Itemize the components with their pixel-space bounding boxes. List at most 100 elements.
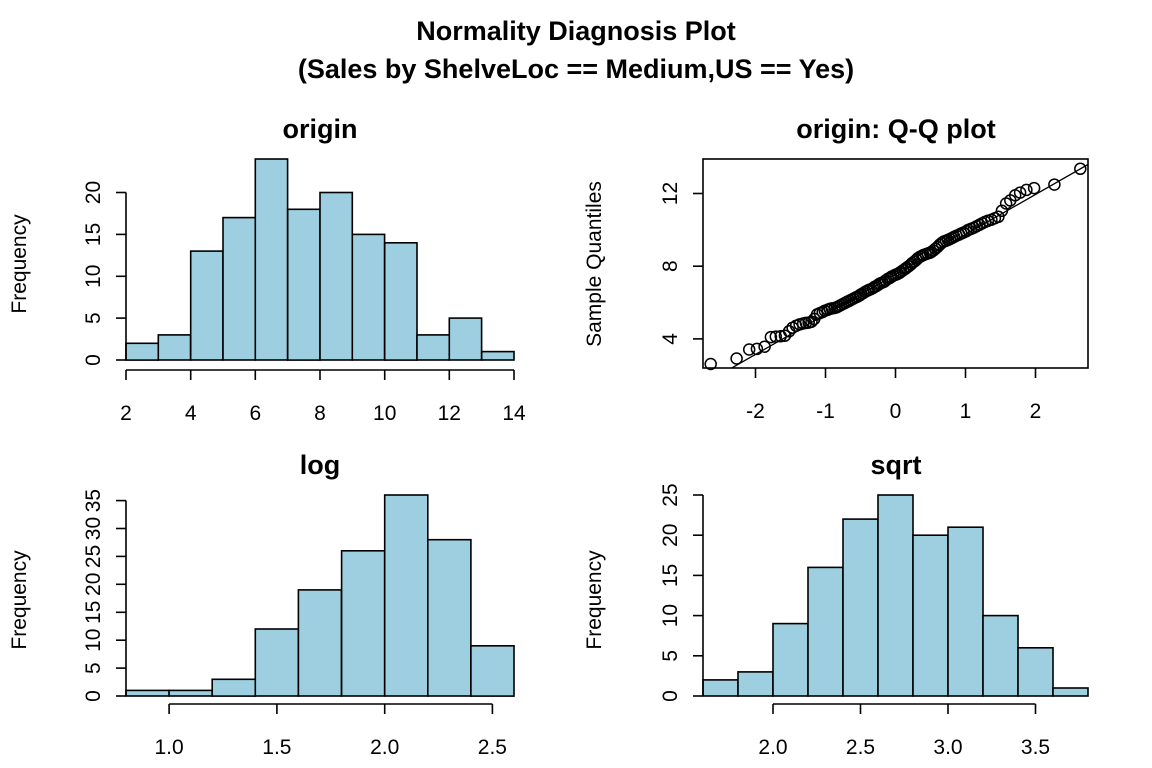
qq-point: [995, 204, 1009, 218]
y-tick-label: 0: [82, 354, 105, 366]
figure-title-line2: (Sales by ShelveLoc == Medium,US == Yes): [298, 54, 854, 84]
histogram-bar: [383, 494, 429, 697]
histogram-bar: [416, 334, 451, 361]
qq-point: [992, 210, 1005, 224]
log-histogram-ylabel: Frequency: [8, 550, 31, 650]
histogram-bar: [772, 622, 809, 697]
x-tick-label: -1: [816, 400, 835, 423]
histogram-bar: [254, 158, 289, 361]
x-tick-label: 2.5: [846, 736, 875, 759]
x-tick-label: 10: [373, 402, 396, 425]
histogram-bar: [351, 233, 386, 361]
origin-qq-plot-panel: origin: Q-Q plot Sample Quantiles -2 -1 0 1…: [583, 114, 1089, 423]
y-tick-label: 20: [82, 181, 105, 204]
y-tick-label: 4: [659, 333, 682, 345]
y-tick-label: 20: [82, 573, 105, 596]
histogram-bar: [1017, 646, 1054, 697]
histogram-bar: [737, 671, 774, 697]
histogram-bar: [877, 494, 914, 697]
x-tick-label: 3.5: [1021, 736, 1050, 759]
y-tick-label: 15: [659, 564, 682, 587]
histogram-bar: [222, 216, 257, 361]
histogram-bar: [168, 689, 214, 697]
x-tick-label: 1.5: [262, 736, 291, 759]
histogram-bar: [383, 242, 418, 361]
x-tick-label: 2.0: [758, 736, 787, 759]
log-histogram-title: log: [300, 450, 341, 480]
x-tick-label: 1.0: [154, 736, 183, 759]
y-tick-label: 5: [659, 650, 682, 662]
y-tick-label: 25: [82, 545, 105, 568]
y-tick-label: 30: [82, 517, 105, 540]
histogram-bar: [211, 678, 257, 697]
histogram-bar: [157, 334, 192, 361]
histogram-bar: [912, 534, 949, 697]
origin-histogram-title: origin: [283, 114, 358, 144]
x-tick-label: 8: [314, 402, 326, 425]
sqrt-histogram-panel: sqrt Frequency 2.0 2.5 3.0 3.5 0 5 10 15 20 25: [583, 450, 1089, 759]
y-tick-label: 0: [659, 690, 682, 702]
histogram-bar: [480, 350, 515, 361]
y-tick-label: 10: [659, 604, 682, 627]
qq-point: [778, 329, 792, 342]
origin-histogram-panel: origin Frequency 2 4 6 8 10 12 14 0 5 10 15 20: [8, 114, 526, 425]
x-tick-label: 3.0: [933, 736, 962, 759]
qq-point: [704, 357, 717, 371]
qq-point: [1048, 178, 1061, 191]
qq-point: [1020, 183, 1033, 197]
histogram-bar: [189, 250, 224, 361]
y-tick-label: 0: [82, 690, 105, 702]
histogram-bar: [426, 538, 472, 697]
histogram-bar: [1052, 687, 1089, 697]
histogram-bar: [125, 689, 170, 697]
x-tick-label: -2: [746, 400, 765, 423]
figure-title-line1: Normality Diagnosis Plot: [416, 16, 736, 46]
histogram-bar: [125, 342, 160, 361]
y-tick-label: 20: [659, 524, 682, 547]
log-histogram-panel: log Frequency 1.0 1.5 2.0 2.5 0 5 10 15 20 25 30 35: [8, 450, 515, 759]
qq-point: [758, 340, 771, 353]
y-tick-label: 5: [82, 662, 105, 674]
x-tick-label: 6: [249, 402, 261, 425]
x-tick-label: 2.5: [478, 736, 507, 759]
x-tick-label: 1: [960, 400, 972, 423]
histogram-bar: [470, 644, 515, 697]
histogram-bar: [340, 549, 386, 697]
y-tick-label: 10: [82, 265, 105, 288]
histogram-bar: [982, 614, 1019, 697]
histogram-bar: [254, 628, 300, 697]
x-tick-label: 2: [120, 402, 132, 425]
y-tick-label: 10: [82, 629, 105, 652]
histogram-bar: [807, 566, 844, 697]
origin-qq-plot-title: origin: Q-Q plot: [796, 114, 995, 144]
x-tick-label: 14: [502, 402, 526, 425]
qq-point: [730, 352, 743, 365]
qq-plot-frame: [702, 158, 1089, 369]
histogram-bar: [297, 589, 343, 697]
qq-point: [750, 342, 764, 356]
x-tick-label: 2: [1030, 400, 1042, 423]
qq-point: [742, 343, 756, 356]
qq-point: [1013, 186, 1027, 199]
origin-qq-plot-ylabel: Sample Quantiles: [583, 181, 606, 347]
qq-point: [1027, 181, 1041, 195]
histogram-bar: [702, 679, 739, 697]
y-tick-label: 8: [659, 260, 682, 272]
y-tick-label: 25: [659, 483, 682, 506]
histogram-bar: [319, 191, 354, 361]
y-tick-label: 12: [659, 182, 682, 205]
x-tick-label: 0: [890, 400, 902, 423]
histogram-bar: [947, 526, 984, 697]
x-tick-label: 4: [185, 402, 197, 425]
y-tick-label: 15: [82, 601, 105, 624]
y-tick-label: 15: [82, 223, 105, 246]
qq-point: [1074, 162, 1087, 176]
y-tick-label: 35: [82, 489, 105, 512]
histogram-bar: [842, 518, 879, 697]
qq-point: [769, 330, 783, 343]
qq-point: [764, 330, 778, 344]
x-tick-label: 2.0: [370, 736, 399, 759]
origin-histogram-ylabel: Frequency: [8, 214, 31, 314]
y-tick-label: 5: [82, 312, 105, 324]
